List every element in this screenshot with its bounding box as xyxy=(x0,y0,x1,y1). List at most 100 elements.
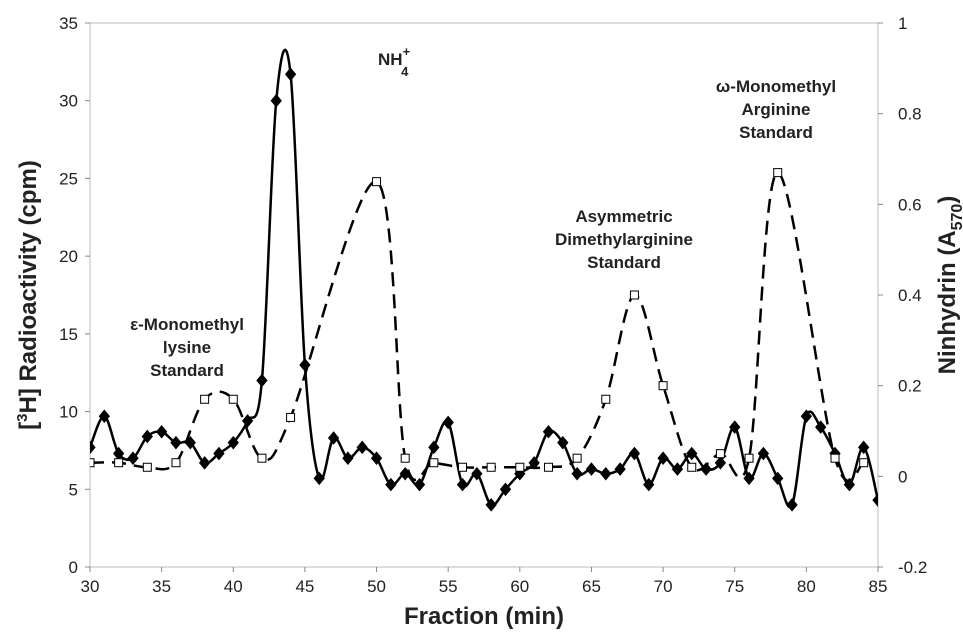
diamond-marker xyxy=(872,493,878,507)
diamond-marker xyxy=(542,424,555,439)
diamond-marker xyxy=(671,462,684,476)
x-tick-label: 45 xyxy=(295,577,314,596)
annotation-line: Arginine xyxy=(742,100,811,119)
y-tick-label: 10 xyxy=(59,403,78,422)
square-marker xyxy=(601,394,611,404)
x-axis-label: Fraction (min) xyxy=(404,603,564,630)
diamond-marker xyxy=(657,451,669,465)
diamond-marker xyxy=(557,435,569,450)
annotation-line: ε-Monomethyl xyxy=(130,315,244,334)
square-marker xyxy=(429,458,439,468)
diamond-marker xyxy=(342,451,354,465)
diamond-marker xyxy=(198,456,211,470)
y2-label-part: Ninhydrin (A xyxy=(934,230,961,374)
square-marker xyxy=(142,462,152,472)
diamond-marker xyxy=(729,420,741,434)
square-marker xyxy=(687,462,697,472)
diamond-marker xyxy=(155,424,168,439)
annotation-line: Standard xyxy=(587,253,661,272)
x-tick-label: 85 xyxy=(869,577,888,596)
square-marker xyxy=(744,453,754,463)
diamond-marker xyxy=(413,477,426,492)
y2-label-sub: 570 xyxy=(949,204,963,231)
square-marker xyxy=(372,177,382,187)
annotation-sub: 4 xyxy=(401,64,409,79)
square-marker xyxy=(200,394,210,404)
x-tick-label: 80 xyxy=(797,577,816,596)
diamond-marker xyxy=(385,477,397,492)
diamond-marker xyxy=(90,440,96,455)
annotation-line: Standard xyxy=(150,361,224,380)
diamond-marker xyxy=(313,471,325,486)
square-marker xyxy=(859,458,869,468)
square-marker xyxy=(715,449,725,459)
y2-axis-label: Ninhydrin (A570) xyxy=(934,196,963,375)
annotation: Asymmetric Dimethylarginine Standard xyxy=(555,207,693,272)
diamond-marker xyxy=(714,456,727,470)
square-marker xyxy=(629,290,639,300)
y-label-part: H] Radioactivity (cpm) xyxy=(15,160,42,413)
y-tick-label: 15 xyxy=(59,325,78,344)
y2-tick-label: 0.4 xyxy=(898,286,922,305)
y-tick-label: 5 xyxy=(69,480,78,499)
annotation: ω-Monomethyl Arginine Standard xyxy=(716,77,836,142)
diamond-marker xyxy=(571,466,583,481)
diamond-marker xyxy=(213,446,225,461)
plot-area xyxy=(90,48,878,512)
square-marker xyxy=(773,168,783,178)
diamond-marker xyxy=(256,373,268,388)
y-tick-label: 35 xyxy=(59,14,78,33)
square-marker xyxy=(543,462,553,472)
diamond-marker xyxy=(456,477,469,492)
square-marker xyxy=(228,394,238,404)
diamond-marker xyxy=(843,477,855,492)
square-marker xyxy=(515,462,525,472)
diamond-marker xyxy=(270,93,282,108)
y-label-sup: 3 xyxy=(14,414,31,422)
diamond-marker xyxy=(127,451,139,465)
diamond-marker xyxy=(743,471,755,486)
diamond-marker xyxy=(643,477,655,492)
diamond-marker xyxy=(757,446,770,461)
diamond-marker xyxy=(327,431,340,445)
diamond-marker xyxy=(227,435,239,450)
square-marker xyxy=(658,381,668,391)
y2-tick-label: 1 xyxy=(898,14,907,33)
annotation-line: ω-Monomethyl xyxy=(716,77,836,96)
annotation-line: Dimethylarginine xyxy=(555,230,693,249)
diamond-marker xyxy=(141,429,153,444)
y2-tick-label: 0.6 xyxy=(898,195,922,214)
square-marker xyxy=(286,412,296,422)
diamond-marker xyxy=(815,420,827,434)
annotation-text: NH xyxy=(378,50,403,69)
diamond-marker xyxy=(485,498,497,512)
diamond-marker xyxy=(600,466,612,481)
y2-tick-label: 0.2 xyxy=(898,377,922,396)
x-tick-label: 70 xyxy=(654,577,673,596)
y-tick-label: 30 xyxy=(59,92,78,111)
x-tick-label: 50 xyxy=(367,577,386,596)
y2-label-part: ) xyxy=(934,196,961,204)
annotation-line: Asymmetric xyxy=(575,207,672,226)
x-tick-label: 55 xyxy=(439,577,458,596)
diamond-marker xyxy=(772,471,784,486)
y-axis-label: [3H] Radioactivity (cpm) xyxy=(14,160,42,430)
diamond-marker xyxy=(241,414,254,428)
diamond-marker xyxy=(499,482,512,497)
square-marker xyxy=(572,453,582,463)
y-tick-label: 20 xyxy=(59,247,78,266)
diamond-marker xyxy=(614,462,626,476)
diamond-marker xyxy=(428,440,440,455)
annotation: ε-Monomethyl lysine Standard xyxy=(130,315,244,380)
square-marker xyxy=(171,458,181,468)
square-marker xyxy=(257,453,267,463)
annotation-line: Standard xyxy=(739,123,813,142)
annotation-sup: + xyxy=(403,44,411,59)
y2-tick-label: 0 xyxy=(898,467,907,486)
annotation: NH+ 4 xyxy=(378,44,411,79)
x-tick-label: 30 xyxy=(81,577,100,596)
diamond-marker xyxy=(786,498,798,512)
y-label-part: [ xyxy=(15,422,42,430)
series-line xyxy=(90,171,865,482)
